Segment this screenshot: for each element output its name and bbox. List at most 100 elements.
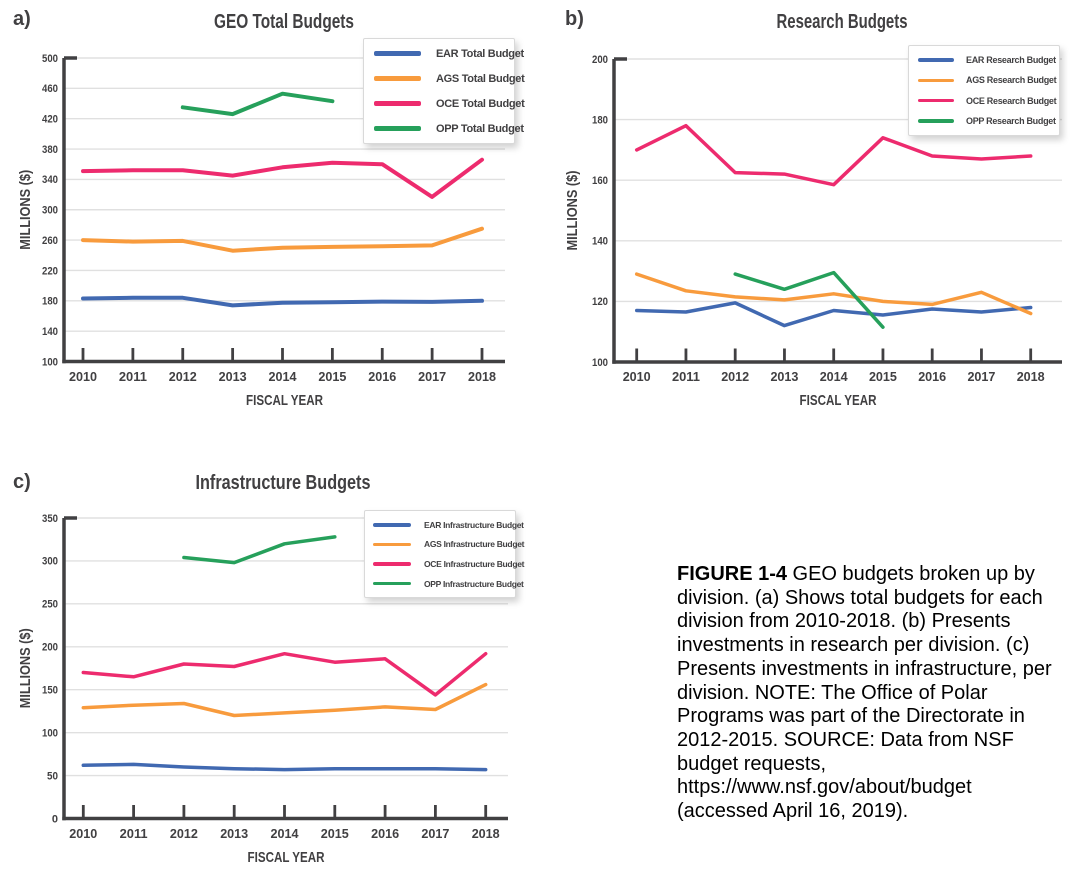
y-tick-label: 200 — [42, 642, 58, 654]
panel-label: a) — [13, 8, 31, 30]
x-tick-label: 2011 — [120, 826, 148, 841]
figure-caption-line: Programs was part of the Directorate in — [677, 705, 1025, 728]
legend-item: OCE Infrastructure Budget — [365, 554, 524, 574]
x-axis-title: FISCAL YEAR — [800, 392, 877, 409]
figure-caption-line: (accessed April 16, 2019). — [677, 800, 909, 823]
legend-item: EAR Research Budget — [909, 50, 1059, 70]
legend-line-swatch-icon — [918, 58, 954, 62]
y-axis-title: MILLIONS ($) — [565, 170, 581, 250]
legend-line-swatch-icon — [374, 126, 421, 131]
legend-item: OCE Research Budget — [909, 91, 1059, 111]
legend-line-swatch-icon — [918, 98, 954, 103]
y-tick-label: 160 — [592, 175, 608, 187]
legend-item: OPP Total Budget — [364, 116, 524, 141]
series-line-oce-infrastructure-budget — [81, 651, 488, 697]
x-tick-label: 2011 — [119, 369, 147, 384]
y-tick-label: 50 — [47, 770, 58, 782]
x-tick-label: 2018 — [468, 369, 496, 384]
legend-item: EAR Total Budget — [364, 41, 524, 66]
x-tick-label: 2010 — [623, 369, 651, 384]
x-tick-label: 2017 — [421, 826, 449, 841]
series-line-ags-research-budget — [634, 272, 1033, 316]
figure-caption: FIGURE 1-4 GEO budgets broken up by divisi… — [677, 563, 1079, 824]
series-line-opp-research-budget — [733, 270, 885, 329]
y-tick-label: 220 — [42, 265, 58, 277]
legend-line-swatch-icon — [373, 581, 411, 586]
y-tick-label: 300 — [42, 556, 58, 568]
chart-panel-a: 100 140 180 220 260 300 340 380 420 460 500 2010 201… — [0, 0, 540, 440]
legend-item: EAR Infrastructure Budget — [365, 515, 524, 535]
y-tick-label: 150 — [42, 685, 58, 697]
chart-title: GEO Total Budgets — [214, 11, 354, 33]
y-tick-label: 100 — [592, 357, 608, 369]
chart-c-canvas: 0 50 100 150 200 250 300 350 2010 2011 2012 2013 201… — [13, 471, 508, 866]
series-line-ear-total-budget — [81, 295, 484, 308]
figure-caption-line: FIGURE 1-4 GEO budgets broken up by — [677, 563, 1079, 587]
series-line-oce-research-budget — [634, 123, 1033, 187]
legend-item-label: OCE Infrastructure Budget — [424, 558, 525, 569]
legend-item: AGS Research Budget — [909, 70, 1059, 90]
legend-line-swatch-icon — [918, 78, 954, 83]
legend-line-swatch-icon — [373, 523, 411, 527]
x-tick-label: 2014 — [269, 369, 298, 384]
figure-caption-line: Presents investments in infrastructure, … — [677, 657, 1052, 680]
x-tick-label: 2012 — [721, 369, 749, 384]
y-tick-label: 300 — [42, 205, 58, 217]
legend-line-swatch-icon — [373, 542, 411, 547]
series-line-oce-total-budget — [81, 157, 484, 199]
x-tick-label: 2017 — [967, 369, 995, 384]
x-tick-label: 2010 — [69, 369, 97, 384]
y-tick-label: 140 — [42, 326, 58, 338]
panel-label: c) — [13, 471, 31, 493]
figure-caption-line: division. (a) Shows total budgets for ea… — [677, 586, 1043, 609]
x-tick-label: 2013 — [770, 369, 798, 384]
y-tick-label: 120 — [592, 296, 608, 308]
legend-item: OPP Research Budget — [909, 111, 1059, 131]
x-tick-label: 2016 — [371, 826, 399, 841]
legend-item-label: OPP Total Budget — [436, 122, 524, 135]
y-tick-label: 420 — [42, 114, 58, 126]
series-line-ags-infrastructure-budget — [81, 682, 488, 718]
legend-item-label: EAR Infrastructure Budget — [424, 519, 524, 530]
x-tick-label: 2010 — [69, 826, 97, 841]
figure-caption-line: budget requests, — [677, 752, 826, 775]
legend-item-label: EAR Research Budget — [966, 55, 1056, 66]
series-line-ags-total-budget — [81, 226, 484, 253]
x-tick-label: 2014 — [271, 826, 300, 841]
legend-item: AGS Infrastructure Budget — [365, 535, 524, 555]
x-tick-label: 2017 — [418, 369, 446, 384]
x-tick-label: 2014 — [820, 369, 849, 384]
y-tick-label: 250 — [42, 599, 58, 611]
y-tick-label: 0 — [52, 813, 58, 825]
chart-panel-c: 0 50 100 150 200 250 300 350 2010 2011 2012 2013 201… — [0, 440, 560, 876]
y-tick-label: 500 — [42, 53, 58, 65]
x-tick-label: 2016 — [918, 369, 946, 384]
figure-caption-line: division from 2010-2018. (b) Presents — [677, 610, 1011, 633]
x-tick-label: 2015 — [321, 826, 349, 841]
figure-caption-number: FIGURE 1-4 — [677, 563, 788, 585]
legend-item-label: OCE Total Budget — [436, 97, 525, 110]
y-tick-label: 260 — [42, 235, 58, 247]
panel-label: b) — [565, 8, 584, 30]
legend-item: OPP Infrastructure Budget — [365, 574, 524, 594]
legend: EAR Research Budget AGS Research Budget OC… — [908, 45, 1060, 137]
series-line-opp-total-budget — [180, 91, 335, 117]
figure-caption-text: GEO budgets broken up by — [792, 563, 1035, 585]
legend-line-swatch-icon — [374, 51, 421, 56]
legend-item-label: EAR Total Budget — [436, 47, 524, 60]
chart-a-canvas: 100 140 180 220 260 300 340 380 420 460 500 2010 201… — [13, 8, 505, 409]
x-tick-label: 2015 — [869, 369, 897, 384]
x-axis-title: FISCAL YEAR — [246, 392, 323, 409]
y-tick-label: 180 — [592, 114, 608, 126]
series-line-opp-infrastructure-budget — [182, 535, 337, 565]
chart-title: Research Budgets — [777, 11, 908, 33]
figure-caption-line: 2012-2015. SOURCE: Data from NSF — [677, 728, 1014, 751]
legend-item-label: AGS Infrastructure Budget — [424, 539, 525, 550]
y-axis-title: MILLIONS ($) — [18, 628, 34, 708]
legend-line-swatch-icon — [373, 562, 411, 566]
legend-item-label: OPP Research Budget — [966, 116, 1056, 127]
x-axis-title: FISCAL YEAR — [248, 849, 325, 866]
legend-item-label: OCE Research Budget — [966, 95, 1057, 106]
legend: EAR Infrastructure Budget AGS Infrastruct… — [364, 510, 524, 599]
